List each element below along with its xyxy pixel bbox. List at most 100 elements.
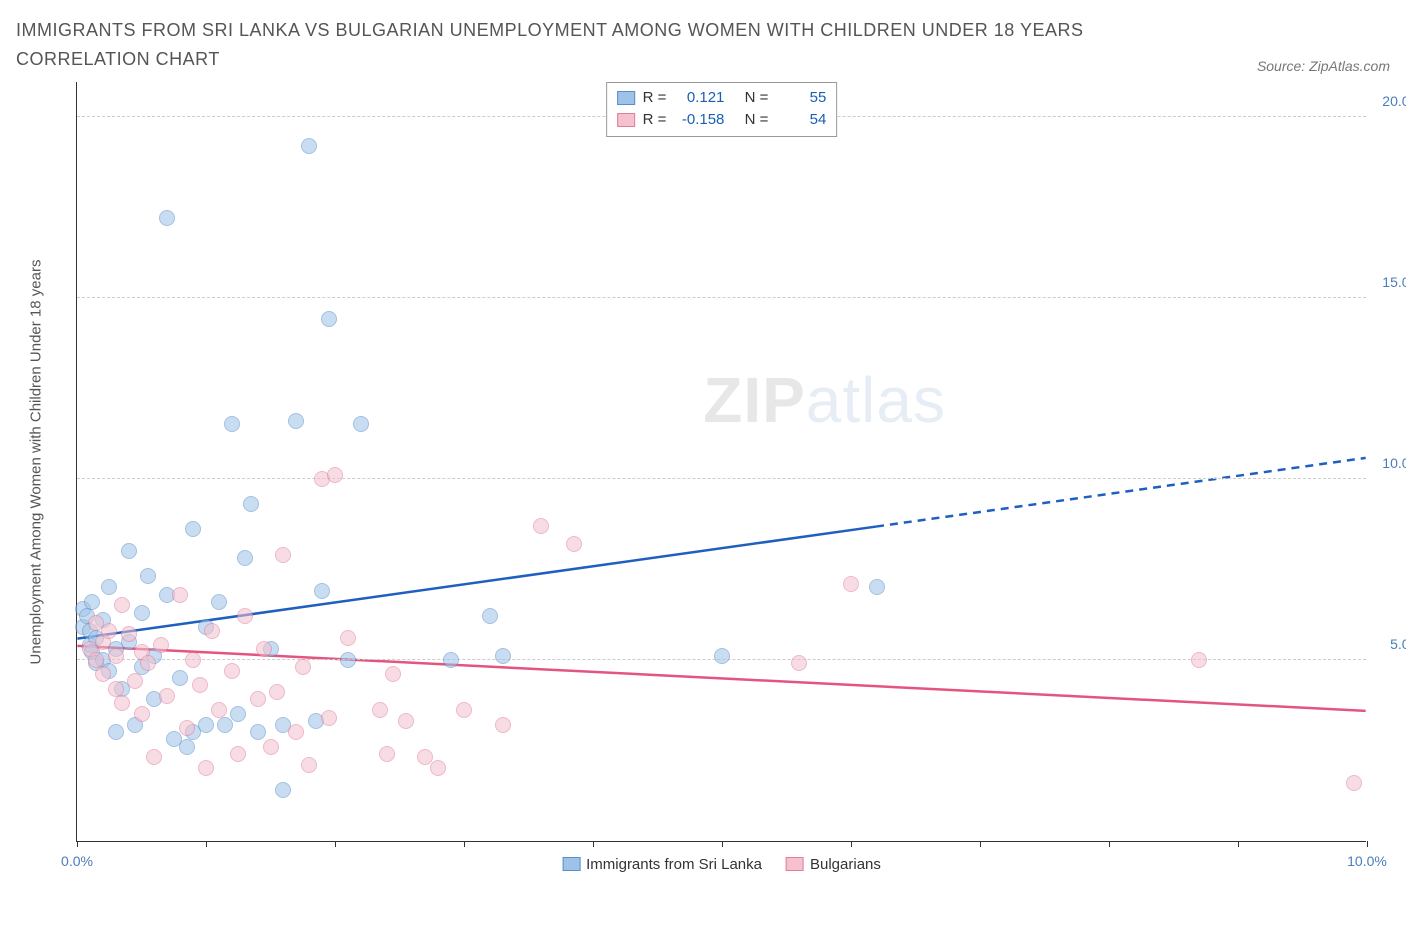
x-tick-label: 0.0% [61,853,93,869]
scatter-point [237,550,253,566]
scatter-point [398,713,414,729]
scatter-point [327,467,343,483]
scatter-point [108,648,124,664]
scatter-point [443,652,459,668]
watermark: ZIPatlas [703,363,946,437]
source-label: Source: ZipAtlas.com [1257,58,1390,74]
legend-item-2: Bulgarians [786,856,881,873]
legend-stats-box: R = 0.121 N = 55 R = -0.158 N = 54 [606,82,838,137]
scatter-point [84,594,100,610]
y-tick-label: 10.0% [1382,455,1406,471]
y-axis-title: Unemployment Among Women with Children U… [28,259,45,664]
legend-stats-row-2: R = -0.158 N = 54 [617,109,827,132]
scatter-point [430,760,446,776]
scatter-point [198,760,214,776]
scatter-point [243,496,259,512]
scatter-point [321,710,337,726]
scatter-point [456,702,472,718]
trend-lines-svg [77,82,1366,841]
y-tick-label: 20.0% [1382,93,1406,109]
scatter-point [288,724,304,740]
scatter-point [146,749,162,765]
scatter-point [869,579,885,595]
scatter-point [192,677,208,693]
scatter-point [211,702,227,718]
x-tick [335,841,336,847]
x-tick [1367,841,1368,847]
scatter-point [301,757,317,773]
scatter-point [250,691,266,707]
scatter-point [275,782,291,798]
x-tick-label: 10.0% [1347,853,1387,869]
scatter-point [385,666,401,682]
scatter-point [127,673,143,689]
scatter-point [134,605,150,621]
scatter-point [121,543,137,559]
scatter-point [1346,775,1362,791]
scatter-point [108,724,124,740]
scatter-point [301,138,317,154]
scatter-point [843,576,859,592]
scatter-point [172,670,188,686]
scatter-point [134,706,150,722]
swatch-bottom-2 [786,857,804,871]
swatch-series-2 [617,113,635,127]
scatter-point [230,706,246,722]
scatter-point [159,210,175,226]
scatter-point [288,413,304,429]
scatter-point [224,416,240,432]
scatter-point [314,583,330,599]
y-tick-label: 5.0% [1390,636,1406,652]
title-row: IMMIGRANTS FROM SRI LANKA VS BULGARIAN U… [16,16,1390,74]
scatter-point [256,641,272,657]
scatter-point [791,655,807,671]
scatter-point [237,608,253,624]
plot-container: Unemployment Among Women with Children U… [76,82,1390,842]
x-tick [722,841,723,847]
legend-bottom: Immigrants from Sri Lanka Bulgarians [562,856,881,873]
scatter-point [140,568,156,584]
scatter-point [263,739,279,755]
scatter-point [95,666,111,682]
scatter-point [495,717,511,733]
plot-area: ZIPatlas R = 0.121 N = 55 R = -0.158 N = [76,82,1366,842]
scatter-point [185,521,201,537]
scatter-point [269,684,285,700]
scatter-point [250,724,266,740]
scatter-point [566,536,582,552]
gridline-h [77,478,1366,479]
scatter-point [372,702,388,718]
scatter-point [114,695,130,711]
scatter-point [101,623,117,639]
scatter-point [179,720,195,736]
swatch-bottom-1 [562,857,580,871]
scatter-point [153,637,169,653]
x-tick [1109,841,1110,847]
scatter-point [295,659,311,675]
scatter-point [495,648,511,664]
swatch-series-1 [617,91,635,105]
scatter-point [379,746,395,762]
scatter-point [114,597,130,613]
x-tick [980,841,981,847]
x-tick [464,841,465,847]
scatter-point [321,311,337,327]
scatter-point [159,688,175,704]
chart-title: IMMIGRANTS FROM SRI LANKA VS BULGARIAN U… [16,16,1116,74]
scatter-point [172,587,188,603]
x-tick [1238,841,1239,847]
scatter-point [340,630,356,646]
chart-container: IMMIGRANTS FROM SRI LANKA VS BULGARIAN U… [16,16,1390,914]
scatter-point [230,746,246,762]
scatter-point [140,655,156,671]
scatter-point [224,663,240,679]
scatter-point [533,518,549,534]
legend-stats-row-1: R = 0.121 N = 55 [617,87,827,110]
scatter-point [121,626,137,642]
scatter-point [482,608,498,624]
scatter-point [185,652,201,668]
scatter-point [211,594,227,610]
x-tick [851,841,852,847]
scatter-point [179,739,195,755]
y-tick-label: 15.0% [1382,274,1406,290]
